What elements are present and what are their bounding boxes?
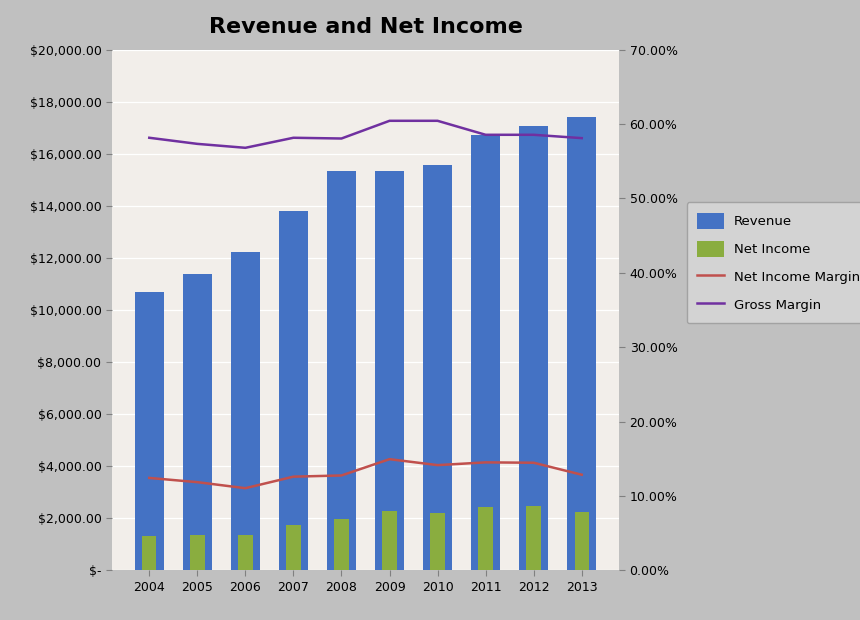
- Bar: [183, 273, 212, 570]
- Bar: [478, 507, 493, 570]
- Title: Revenue and Net Income: Revenue and Net Income: [209, 17, 522, 37]
- Bar: [279, 211, 308, 570]
- Bar: [574, 512, 589, 570]
- Bar: [335, 520, 348, 570]
- Net Income Margin: [336, 472, 347, 479]
- Net Income Margin: [192, 479, 202, 486]
- Bar: [471, 135, 500, 570]
- Bar: [423, 165, 452, 570]
- Gross Margin: [433, 117, 443, 125]
- Bar: [519, 125, 548, 570]
- Net Income Margin: [576, 471, 587, 479]
- Net Income Margin: [288, 473, 298, 480]
- Bar: [238, 535, 253, 570]
- Net Income Margin: [433, 461, 443, 469]
- Net Income Margin: [384, 456, 395, 463]
- Net Income Margin: [529, 459, 539, 466]
- Gross Margin: [336, 135, 347, 142]
- Gross Margin: [481, 131, 491, 138]
- Bar: [327, 171, 356, 570]
- Bar: [286, 525, 301, 570]
- Bar: [142, 536, 157, 570]
- Gross Margin: [529, 131, 539, 138]
- Line: Gross Margin: Gross Margin: [150, 121, 581, 148]
- Bar: [375, 171, 404, 570]
- Bar: [568, 117, 596, 570]
- Net Income Margin: [240, 484, 250, 492]
- Net Income Margin: [144, 474, 155, 482]
- Gross Margin: [288, 134, 298, 141]
- Bar: [231, 252, 260, 570]
- Legend: Revenue, Net Income, Net Income Margin, Gross Margin: Revenue, Net Income, Net Income Margin, …: [686, 202, 860, 323]
- Bar: [526, 506, 541, 570]
- Gross Margin: [384, 117, 395, 125]
- Bar: [135, 292, 163, 570]
- Bar: [430, 513, 445, 570]
- Bar: [190, 535, 205, 570]
- Line: Net Income Margin: Net Income Margin: [150, 459, 581, 488]
- Gross Margin: [144, 134, 155, 141]
- Gross Margin: [192, 140, 202, 148]
- Gross Margin: [576, 135, 587, 142]
- Net Income Margin: [481, 459, 491, 466]
- Bar: [383, 511, 396, 570]
- Gross Margin: [240, 144, 250, 151]
